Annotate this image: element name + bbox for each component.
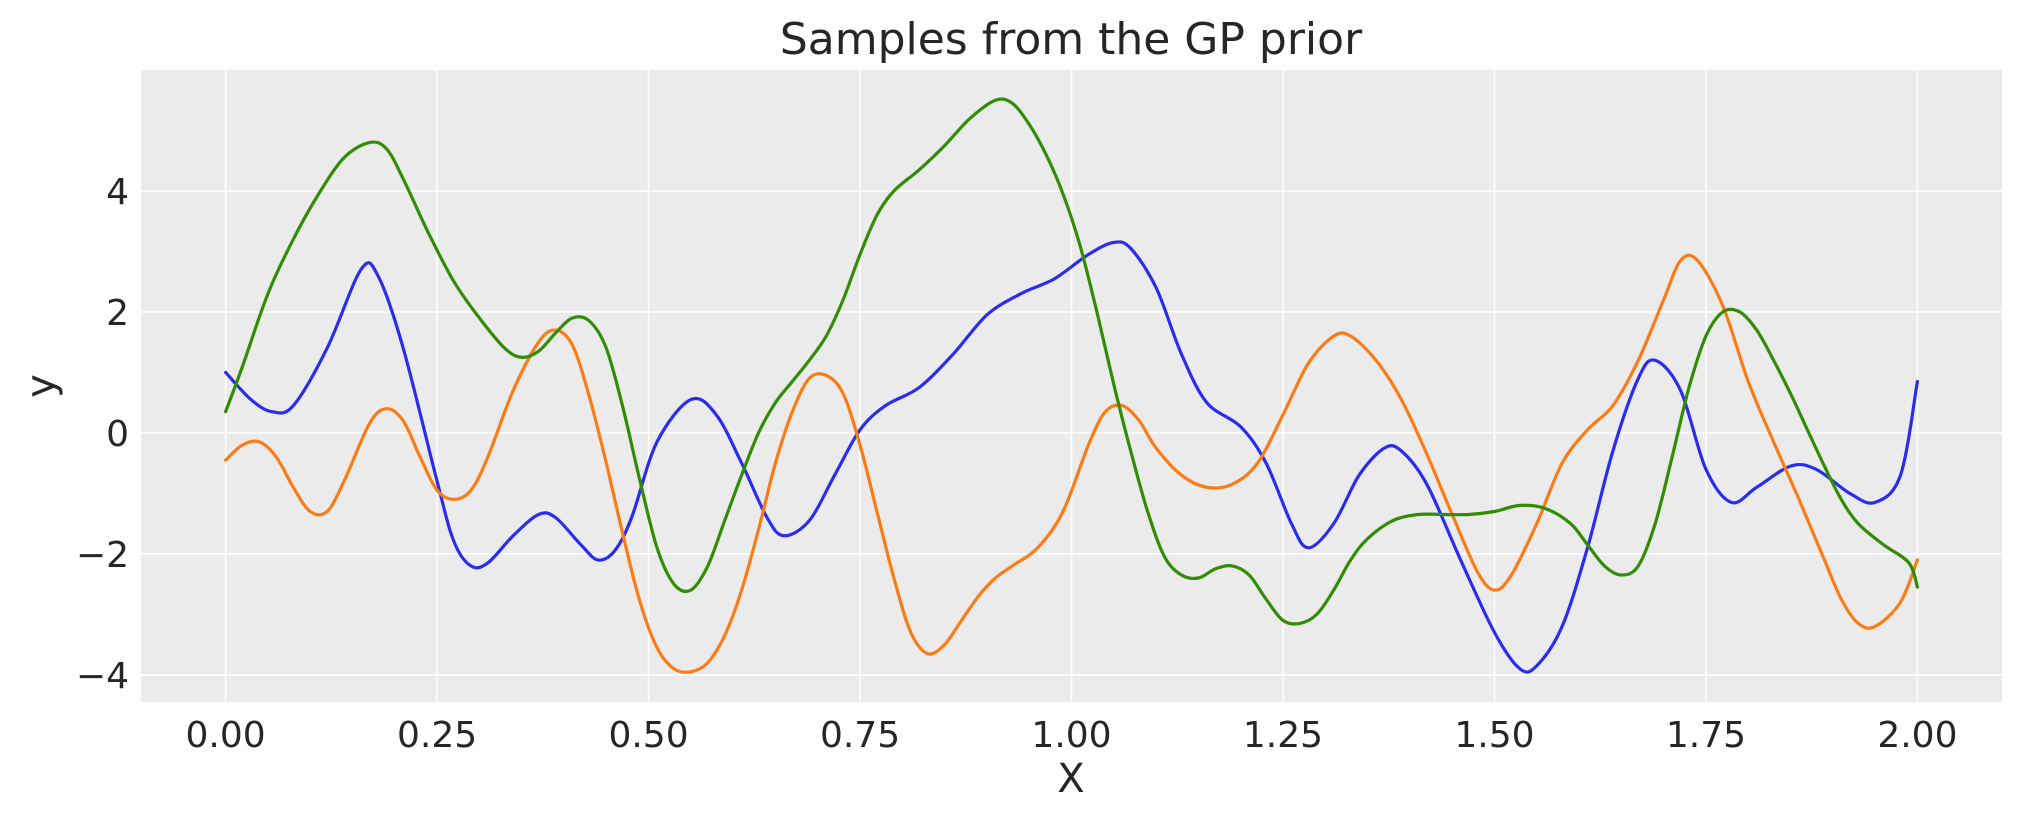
x-tick-label: 1.50: [1454, 715, 1534, 756]
series-line-2: [224, 253, 1919, 674]
series-line-3: [224, 97, 1919, 626]
y-tick-label: 4: [106, 172, 129, 213]
x-tick-label: 1.75: [1666, 715, 1746, 756]
y-tick-label: 2: [106, 293, 129, 334]
x-axis-label: X: [1057, 756, 1084, 802]
x-tick-label: 1.00: [1031, 715, 1111, 756]
x-tick-label: 1.25: [1243, 715, 1323, 756]
x-tick-label: 0.75: [820, 715, 900, 756]
y-tick-label: 0: [106, 414, 129, 455]
chart-title: Samples from the GP prior: [780, 14, 1363, 65]
y-axis-label: y: [18, 374, 64, 398]
grid-lines: [141, 70, 2002, 702]
series-lines: [224, 97, 1919, 674]
x-tick-label: 0.25: [397, 715, 477, 756]
x-tick-label: 0.50: [608, 715, 688, 756]
y-tick-labels: −4 −2 0 2 4: [76, 172, 129, 697]
y-tick-label: −2: [76, 535, 129, 576]
y-tick-label: −4: [76, 656, 129, 697]
x-tick-labels: 0.00 0.25 0.50 0.75 1.00 1.25 1.50 1.75 2.00: [186, 715, 1958, 756]
x-tick-label: 2.00: [1877, 715, 1957, 756]
x-tick-label: 0.00: [186, 715, 266, 756]
